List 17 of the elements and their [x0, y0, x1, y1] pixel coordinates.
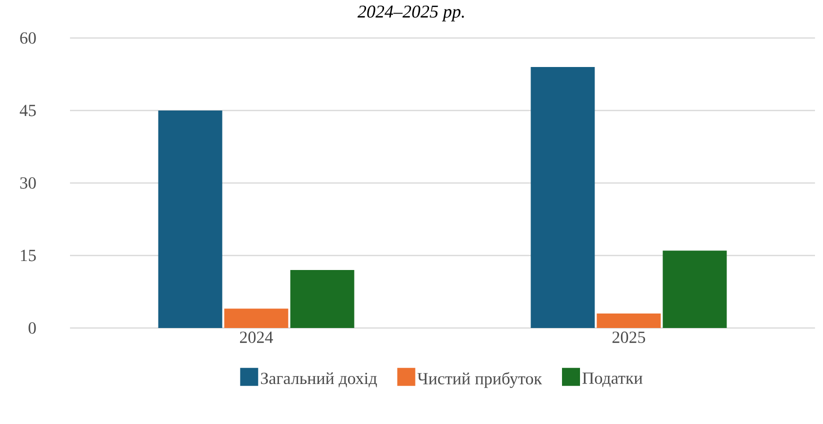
y-tick-label: 0 [28, 322, 36, 334]
bar [596, 314, 661, 328]
legend-label: Податки [582, 372, 642, 388]
bar [290, 270, 354, 328]
legend-label: Загальний дохід [260, 372, 377, 388]
x-tick-label: 2025 [612, 332, 646, 344]
legend-label: Чистий прибуток [417, 372, 542, 388]
x-tick-label: 2024 [240, 332, 273, 344]
bar [158, 110, 222, 328]
y-tick-label: 30 [20, 177, 36, 189]
y-tick-label: 15 [20, 250, 36, 262]
y-tick-label: 60 [20, 32, 36, 44]
bar [530, 67, 595, 328]
chart-title: 2024–2025 рр. [358, 6, 464, 22]
y-tick-label: 45 [20, 104, 36, 116]
bar [224, 308, 288, 328]
bar [662, 250, 727, 328]
